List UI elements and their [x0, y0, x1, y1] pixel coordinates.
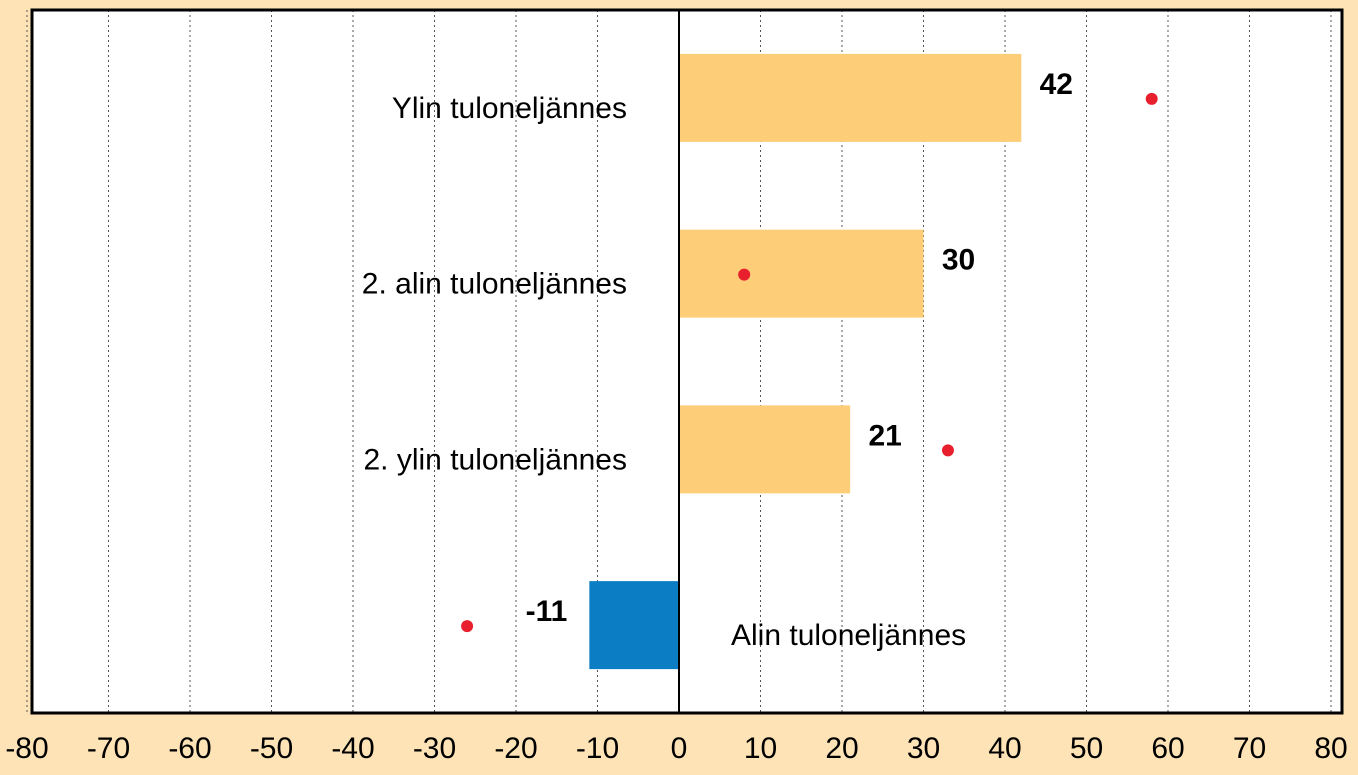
value-label: -11: [526, 595, 568, 628]
bar: [679, 53, 1022, 142]
x-tick-label: -50: [250, 732, 293, 765]
x-tick-label: -80: [5, 732, 48, 765]
x-tick-label: -70: [87, 732, 130, 765]
x-tick-label: 10: [744, 732, 777, 765]
x-tick-label: 50: [1070, 732, 1103, 765]
bar: [679, 405, 851, 494]
marker: [738, 268, 751, 281]
category-label: Ylin tuloneljännes: [392, 92, 627, 125]
x-tick-label: 60: [1151, 732, 1184, 765]
value-label: 21: [868, 419, 901, 452]
value-label: 30: [942, 244, 975, 277]
x-tick-label: 20: [825, 732, 858, 765]
plot-border: [30, 8, 1344, 715]
bar: [589, 581, 679, 670]
x-tick-label: 0: [671, 732, 688, 765]
marker: [1145, 92, 1158, 105]
x-tick-label: -30: [413, 732, 456, 765]
x-tick-label: -40: [331, 732, 374, 765]
marker: [941, 444, 954, 457]
value-label: 42: [1040, 68, 1073, 101]
category-label: 2. alin tuloneljännes: [362, 268, 627, 301]
x-tick-label: -10: [576, 732, 619, 765]
bar: [679, 229, 924, 318]
x-tick-label: 40: [988, 732, 1021, 765]
category-label: 2. ylin tuloneljännes: [363, 443, 627, 476]
x-tick-label: -60: [168, 732, 211, 765]
x-tick-label: 80: [1314, 732, 1347, 765]
marker: [461, 620, 474, 633]
x-tick-label: -20: [494, 732, 537, 765]
x-tick-label: 70: [1233, 732, 1266, 765]
category-label: Alin tuloneljännes: [731, 619, 966, 652]
x-tick-label: 30: [907, 732, 940, 765]
